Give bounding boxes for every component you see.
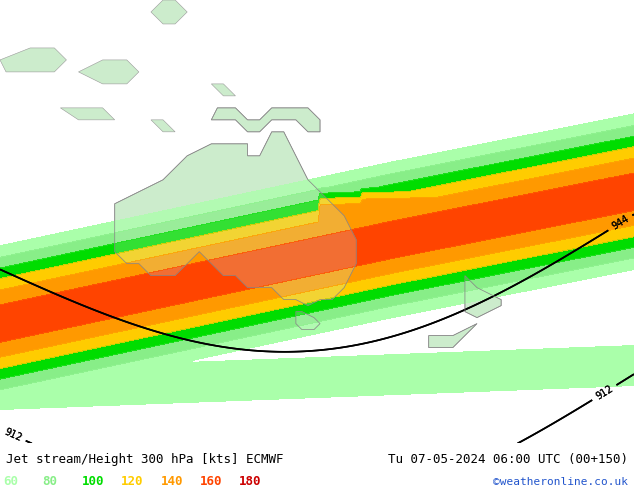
Text: 944: 944 xyxy=(610,214,631,232)
Text: 912: 912 xyxy=(594,384,615,402)
Polygon shape xyxy=(296,312,320,330)
Text: 100: 100 xyxy=(82,475,104,488)
Polygon shape xyxy=(151,120,175,132)
Text: Tu 07-05-2024 06:00 UTC (00+150): Tu 07-05-2024 06:00 UTC (00+150) xyxy=(387,453,628,466)
Text: 912: 912 xyxy=(3,427,23,443)
Text: 912: 912 xyxy=(3,427,23,443)
Polygon shape xyxy=(429,323,477,347)
Polygon shape xyxy=(0,48,67,72)
Text: 944: 944 xyxy=(610,214,631,232)
Polygon shape xyxy=(60,108,115,120)
Text: 180: 180 xyxy=(239,475,261,488)
Polygon shape xyxy=(79,60,139,84)
Text: 80: 80 xyxy=(42,475,58,488)
Polygon shape xyxy=(115,132,356,306)
Text: 912: 912 xyxy=(594,384,615,402)
Text: Jet stream/Height 300 hPa [kts] ECMWF: Jet stream/Height 300 hPa [kts] ECMWF xyxy=(6,453,284,466)
Polygon shape xyxy=(211,108,320,132)
Text: 160: 160 xyxy=(200,475,222,488)
Text: 140: 140 xyxy=(160,475,183,488)
Text: 120: 120 xyxy=(121,475,143,488)
Polygon shape xyxy=(211,84,235,96)
Text: 60: 60 xyxy=(3,475,18,488)
Polygon shape xyxy=(151,0,187,24)
Text: ©weatheronline.co.uk: ©weatheronline.co.uk xyxy=(493,477,628,487)
Polygon shape xyxy=(465,276,501,318)
